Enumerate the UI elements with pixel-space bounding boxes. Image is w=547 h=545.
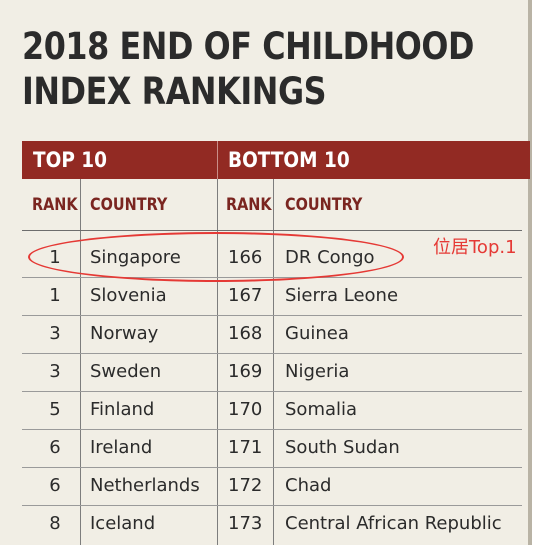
- bottom-rank-header: RANK: [226, 195, 272, 215]
- bottom-rank-cell: 168: [228, 323, 263, 344]
- bottom-rank-cell: 172: [228, 475, 263, 496]
- top-country-cell: Iceland: [90, 513, 156, 534]
- top-country-cell: Slovenia: [90, 285, 167, 306]
- top-country-cell: Netherlands: [90, 475, 200, 496]
- bottom-10-heading: BOTTOM 10: [228, 148, 350, 172]
- bottom-rank-cell: 173: [228, 513, 263, 534]
- bottom-rank-cell: 169: [228, 361, 263, 382]
- page-title: 2018 END OF CHILDHOOD INDEX RANKINGS: [22, 24, 474, 114]
- header-rule: [22, 230, 522, 231]
- row-divider: [22, 505, 522, 506]
- bottom-rank-cell: 170: [228, 399, 263, 420]
- row-divider: [22, 391, 522, 392]
- bottom-country-cell: Nigeria: [285, 361, 350, 382]
- top-country-cell: Ireland: [90, 437, 153, 458]
- bottom-rank-cell: 171: [228, 437, 263, 458]
- header-divider: [217, 141, 218, 179]
- table-header-bar: TOP 10 BOTTOM 10: [22, 141, 530, 179]
- bottom-country-header: COUNTRY: [285, 195, 363, 215]
- top-rank-cell: 6: [49, 437, 61, 458]
- highlight-ellipse: [28, 232, 404, 282]
- title-line-1: 2018 END OF CHILDHOOD: [22, 25, 474, 68]
- bottom-country-cell: Sierra Leone: [285, 285, 399, 306]
- top-rank-cell: 5: [49, 399, 61, 420]
- top-country-cell: Finland: [90, 399, 155, 420]
- top-country-cell: Sweden: [90, 361, 162, 382]
- top-country-cell: Norway: [90, 323, 159, 344]
- title-line-2: INDEX RANKINGS: [22, 70, 327, 113]
- bottom-country-cell: Guinea: [285, 323, 349, 344]
- bottom-rank-cell: 167: [228, 285, 263, 306]
- top-rank-cell: 6: [49, 475, 61, 496]
- rankings-card: 2018 END OF CHILDHOOD INDEX RANKINGS TOP…: [0, 0, 532, 545]
- top-rank-cell: 3: [49, 361, 61, 382]
- bottom-country-cell: Central African Republic: [285, 513, 502, 534]
- column-divider: [217, 179, 218, 545]
- row-divider: [22, 315, 522, 316]
- annotation-label: 位居Top.1: [433, 237, 517, 258]
- bottom-country-cell: South Sudan: [285, 437, 400, 458]
- row-divider: [22, 467, 522, 468]
- row-divider: [22, 353, 522, 354]
- top-rank-header: RANK: [32, 195, 78, 215]
- top-rank-cell: 3: [49, 323, 61, 344]
- top-10-heading: TOP 10: [33, 148, 108, 172]
- top-rank-cell: 8: [49, 513, 61, 534]
- bottom-country-cell: Somalia: [285, 399, 358, 420]
- bottom-country-cell: Chad: [285, 475, 332, 496]
- column-divider: [273, 179, 274, 545]
- row-divider: [22, 429, 522, 430]
- top-rank-cell: 1: [49, 285, 61, 306]
- column-divider: [80, 179, 81, 545]
- top-country-header: COUNTRY: [90, 195, 168, 215]
